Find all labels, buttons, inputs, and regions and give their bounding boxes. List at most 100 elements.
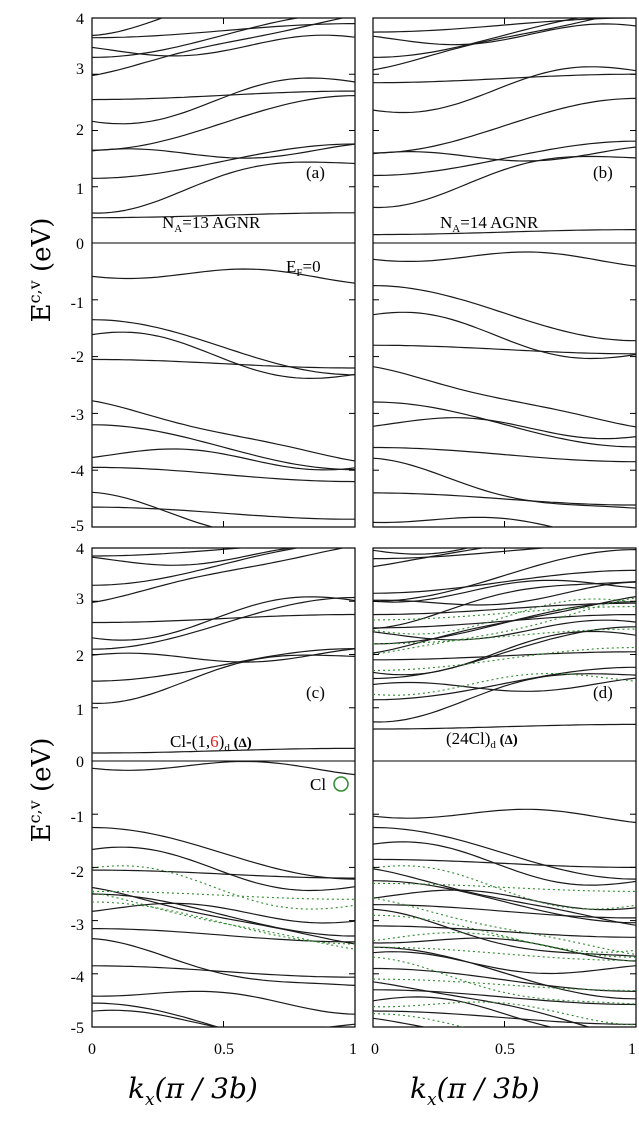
band-line bbox=[373, 366, 636, 428]
annot-d-c: ) bbox=[513, 732, 518, 748]
panel-b-annotation: NA=14 AGNR bbox=[440, 213, 539, 235]
band-line bbox=[92, 1009, 355, 1027]
band-line bbox=[373, 937, 636, 962]
y-tick-label: -1 bbox=[71, 809, 84, 826]
band-line bbox=[373, 841, 636, 886]
band-line bbox=[373, 18, 583, 58]
xlabel-unit: (π / 3b) bbox=[437, 1072, 540, 1105]
y-tick-label: 4 bbox=[76, 541, 84, 558]
x-tick-label: 0 bbox=[88, 1041, 96, 1058]
band-line bbox=[373, 908, 636, 957]
x-tick-label: 0.5 bbox=[495, 1041, 515, 1058]
y-tick-label: 4 bbox=[76, 11, 84, 28]
annot-d-a: (24Cl) bbox=[446, 729, 490, 748]
band-line bbox=[92, 491, 215, 527]
band-line bbox=[373, 229, 636, 236]
band-line bbox=[92, 902, 355, 924]
cl-projected-band bbox=[92, 865, 355, 910]
y-tick-label: -1 bbox=[71, 295, 84, 312]
band-line bbox=[92, 1002, 220, 1027]
ylabel-unit: (eV) bbox=[27, 738, 57, 801]
cl-projected-band bbox=[373, 597, 636, 655]
fermi-rest: =0 bbox=[303, 257, 321, 276]
annot-a-rest: =13 AGNR bbox=[182, 213, 261, 232]
band-line bbox=[92, 548, 355, 566]
y-tick-label: -5 bbox=[71, 1020, 84, 1037]
cl-projected-band bbox=[373, 647, 636, 672]
panel-d-bands bbox=[373, 548, 636, 1027]
x-axis-label-right: kx(π / 3b) bbox=[410, 1072, 540, 1110]
band-line bbox=[373, 651, 636, 661]
band-line bbox=[92, 506, 355, 520]
annot-d-sub: d bbox=[490, 739, 496, 751]
band-line bbox=[92, 548, 347, 603]
cl-legend-marker bbox=[333, 776, 349, 792]
band-line bbox=[373, 73, 636, 84]
tick-marks bbox=[91, 17, 637, 1028]
band-line bbox=[92, 648, 355, 682]
band-line bbox=[92, 596, 355, 650]
band-line bbox=[92, 161, 355, 214]
ylabel-main: E bbox=[27, 823, 57, 842]
band-line bbox=[92, 319, 355, 376]
x-tick-label: 1 bbox=[349, 1041, 357, 1058]
band-line bbox=[373, 989, 636, 1006]
band-line bbox=[92, 548, 302, 586]
band-line bbox=[373, 596, 636, 654]
xlabel-sub: x bbox=[145, 1090, 155, 1110]
band-line bbox=[92, 95, 355, 151]
x-tick-label: 0 bbox=[371, 1041, 379, 1058]
annot-b-sub: A bbox=[452, 223, 460, 235]
y-tick-label: 1 bbox=[76, 181, 84, 198]
band-line bbox=[373, 723, 636, 730]
band-line bbox=[92, 268, 355, 284]
band-line bbox=[373, 946, 636, 1000]
band-line bbox=[373, 457, 636, 509]
band-line bbox=[92, 18, 164, 37]
cl-projected-band bbox=[373, 882, 636, 892]
y-tick-label: -3 bbox=[71, 407, 84, 424]
band-line bbox=[373, 401, 636, 448]
band-line bbox=[92, 331, 355, 380]
band-line bbox=[373, 344, 636, 355]
band-line bbox=[373, 569, 636, 594]
y-tick-label: -2 bbox=[71, 864, 84, 881]
band-line bbox=[373, 626, 636, 680]
band-line bbox=[92, 826, 355, 880]
annot-c-highlight: 6 bbox=[210, 732, 219, 751]
band-line bbox=[373, 996, 554, 1027]
band-line bbox=[373, 140, 636, 177]
band-line bbox=[92, 400, 355, 462]
band-line bbox=[373, 446, 636, 463]
y-tick-label: 2 bbox=[76, 648, 84, 665]
xlabel-k: k bbox=[128, 1072, 145, 1105]
xlabel-k: k bbox=[410, 1072, 427, 1105]
fermi-level-label: EF=0 bbox=[286, 257, 321, 279]
panel-a-bands bbox=[92, 18, 355, 527]
cl-projected-band bbox=[373, 672, 636, 696]
y-tick-label: 3 bbox=[76, 591, 84, 608]
cl-projected-band bbox=[373, 956, 636, 1005]
band-line bbox=[92, 846, 355, 892]
annot-d-delta: Δ bbox=[505, 732, 513, 747]
cl-legend-label: Cl bbox=[310, 775, 326, 794]
band-line bbox=[373, 826, 636, 880]
band-line bbox=[373, 602, 636, 616]
band-line bbox=[373, 146, 636, 162]
annot-c-a: Cl-(1, bbox=[170, 732, 210, 751]
y-axis-label-top: Ec,v (eV) bbox=[25, 218, 57, 323]
band-line bbox=[92, 358, 355, 369]
panel-c-bands bbox=[92, 548, 355, 1027]
cl-projected-band bbox=[373, 606, 636, 621]
y-tick-labels-top: 4 3 2 1 0 -1 -2 -3 -4 -5 bbox=[71, 11, 84, 535]
band-line bbox=[373, 417, 636, 440]
band-line bbox=[373, 1017, 428, 1027]
band-line bbox=[373, 311, 636, 360]
band-line bbox=[373, 925, 636, 938]
y-tick-label: 1 bbox=[76, 702, 84, 719]
y-tick-label: -3 bbox=[71, 917, 84, 934]
band-line bbox=[373, 981, 591, 1027]
cl-projected-band bbox=[92, 892, 355, 950]
panel-c-label: (c) bbox=[306, 683, 325, 702]
band-line bbox=[92, 466, 355, 483]
